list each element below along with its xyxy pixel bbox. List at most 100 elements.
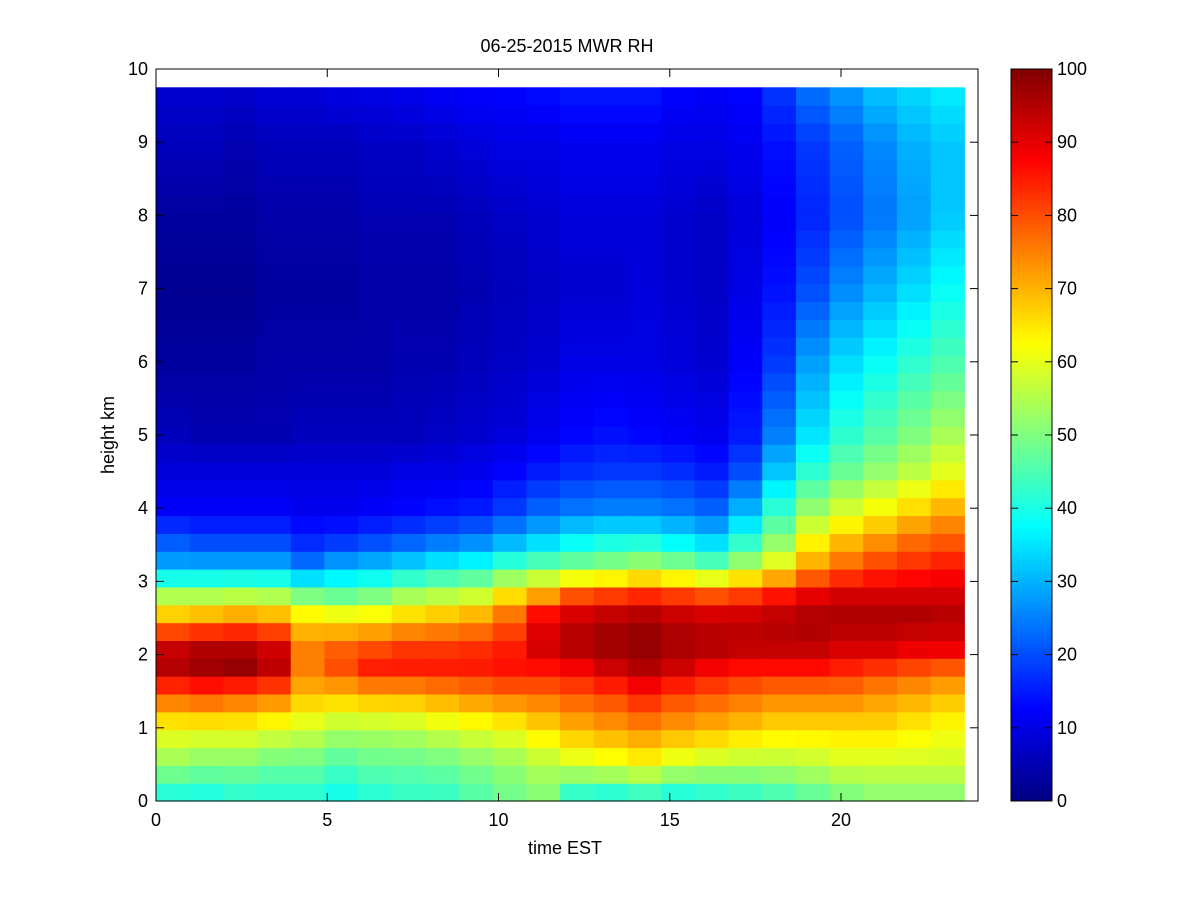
heatmap-cell [492,569,528,588]
heatmap-cell [593,729,629,749]
heatmap-cell [156,693,191,713]
heatmap-cell [223,337,258,356]
heatmap-cell [795,212,831,231]
heatmap-cell [223,693,258,713]
heatmap-cell [863,569,898,588]
heatmap-cell [661,372,696,392]
heatmap-cell [257,194,292,213]
heatmap-cell [728,158,763,178]
heatmap-cell [627,676,662,695]
heatmap-cell [795,230,831,249]
heatmap-cell [459,87,494,106]
heatmap-cell [829,444,864,463]
heatmap-cell [863,283,898,303]
heatmap-cell [425,372,460,392]
heatmap-cell [358,622,393,642]
heatmap-cell [290,783,325,802]
heatmap-cell [358,212,393,231]
heatmap-cell [156,194,191,213]
heatmap-cell [324,693,359,713]
heatmap-cell [694,515,730,534]
heatmap-cell [930,176,965,195]
heatmap-cell [694,283,730,303]
heatmap-cell [560,497,595,517]
heatmap-cell [896,586,932,606]
heatmap-cell [156,783,191,802]
heatmap-cell [930,158,965,178]
heatmap-cell [223,747,258,766]
heatmap-cell [324,176,359,195]
heatmap-cell [694,676,730,695]
heatmap-cell [425,533,460,552]
heatmap-cell [391,747,427,766]
heatmap-cell [627,158,662,178]
heatmap-cell [661,301,696,320]
heatmap-cell [829,283,864,303]
heatmap-cell [795,354,831,374]
heatmap-cell [459,729,494,749]
heatmap-cell [627,212,662,231]
heatmap-cell [593,390,629,410]
heatmap-cell [290,283,325,303]
heatmap-cell [358,105,393,124]
heatmap-cell [560,87,595,106]
heatmap-cell [795,105,831,124]
heatmap-cell [661,479,696,499]
heatmap-cell [526,372,561,392]
heatmap-cell [391,515,427,534]
heatmap-cell [694,711,730,731]
heatmap-cell [290,444,325,463]
heatmap-cell [391,265,427,285]
heatmap-cell [156,212,191,231]
heatmap-cell [189,337,224,356]
heatmap-cell [896,604,932,624]
heatmap-cell [425,426,460,445]
heatmap-cell [324,194,359,213]
heatmap-cell [728,533,763,552]
heatmap-cell [425,337,460,356]
heatmap-cell [156,515,191,534]
heatmap-cell [627,711,662,731]
heatmap-cell [391,604,427,624]
heatmap-cell [863,640,898,659]
heatmap-cell [459,461,494,481]
heatmap-cell [930,372,965,392]
heatmap-cell [829,194,864,213]
heatmap-cell [492,337,528,356]
heatmap-cell [492,622,528,642]
heatmap-cell [257,87,292,106]
heatmap-cell [863,515,898,534]
heatmap-cell [863,265,898,285]
heatmap-cell [930,444,965,463]
heatmap-cell [492,444,528,463]
heatmap-cell [694,247,730,267]
heatmap-cell [661,515,696,534]
heatmap-cell [694,604,730,624]
heatmap-cell [627,122,662,142]
heatmap-cell [661,586,696,606]
heatmap-cell [593,747,629,766]
heatmap-cell [694,265,730,285]
heatmap-cell [593,319,629,338]
heatmap-cell [391,533,427,552]
heatmap-cell [795,658,831,677]
heatmap-cell [223,87,258,106]
heatmap-cell [526,569,561,588]
heatmap-cell [425,551,460,570]
heatmap-cell [492,783,528,802]
heatmap-cell [257,747,292,766]
heatmap-cell [189,693,224,713]
heatmap-cell [694,140,730,160]
heatmap-cell [492,158,528,178]
heatmap-cell [459,354,494,374]
heatmap-cell [795,122,831,142]
y-tick-label: 6 [138,352,148,372]
heatmap-cell [728,230,763,249]
heatmap-cell [896,372,932,392]
y-tick-label: 5 [138,425,148,445]
heatmap-cell [560,604,595,624]
colorbar-tick-label: 50 [1057,425,1077,445]
colorbar-tick-label: 60 [1057,352,1077,372]
heatmap-cell [728,372,763,392]
heatmap-cell [257,283,292,303]
